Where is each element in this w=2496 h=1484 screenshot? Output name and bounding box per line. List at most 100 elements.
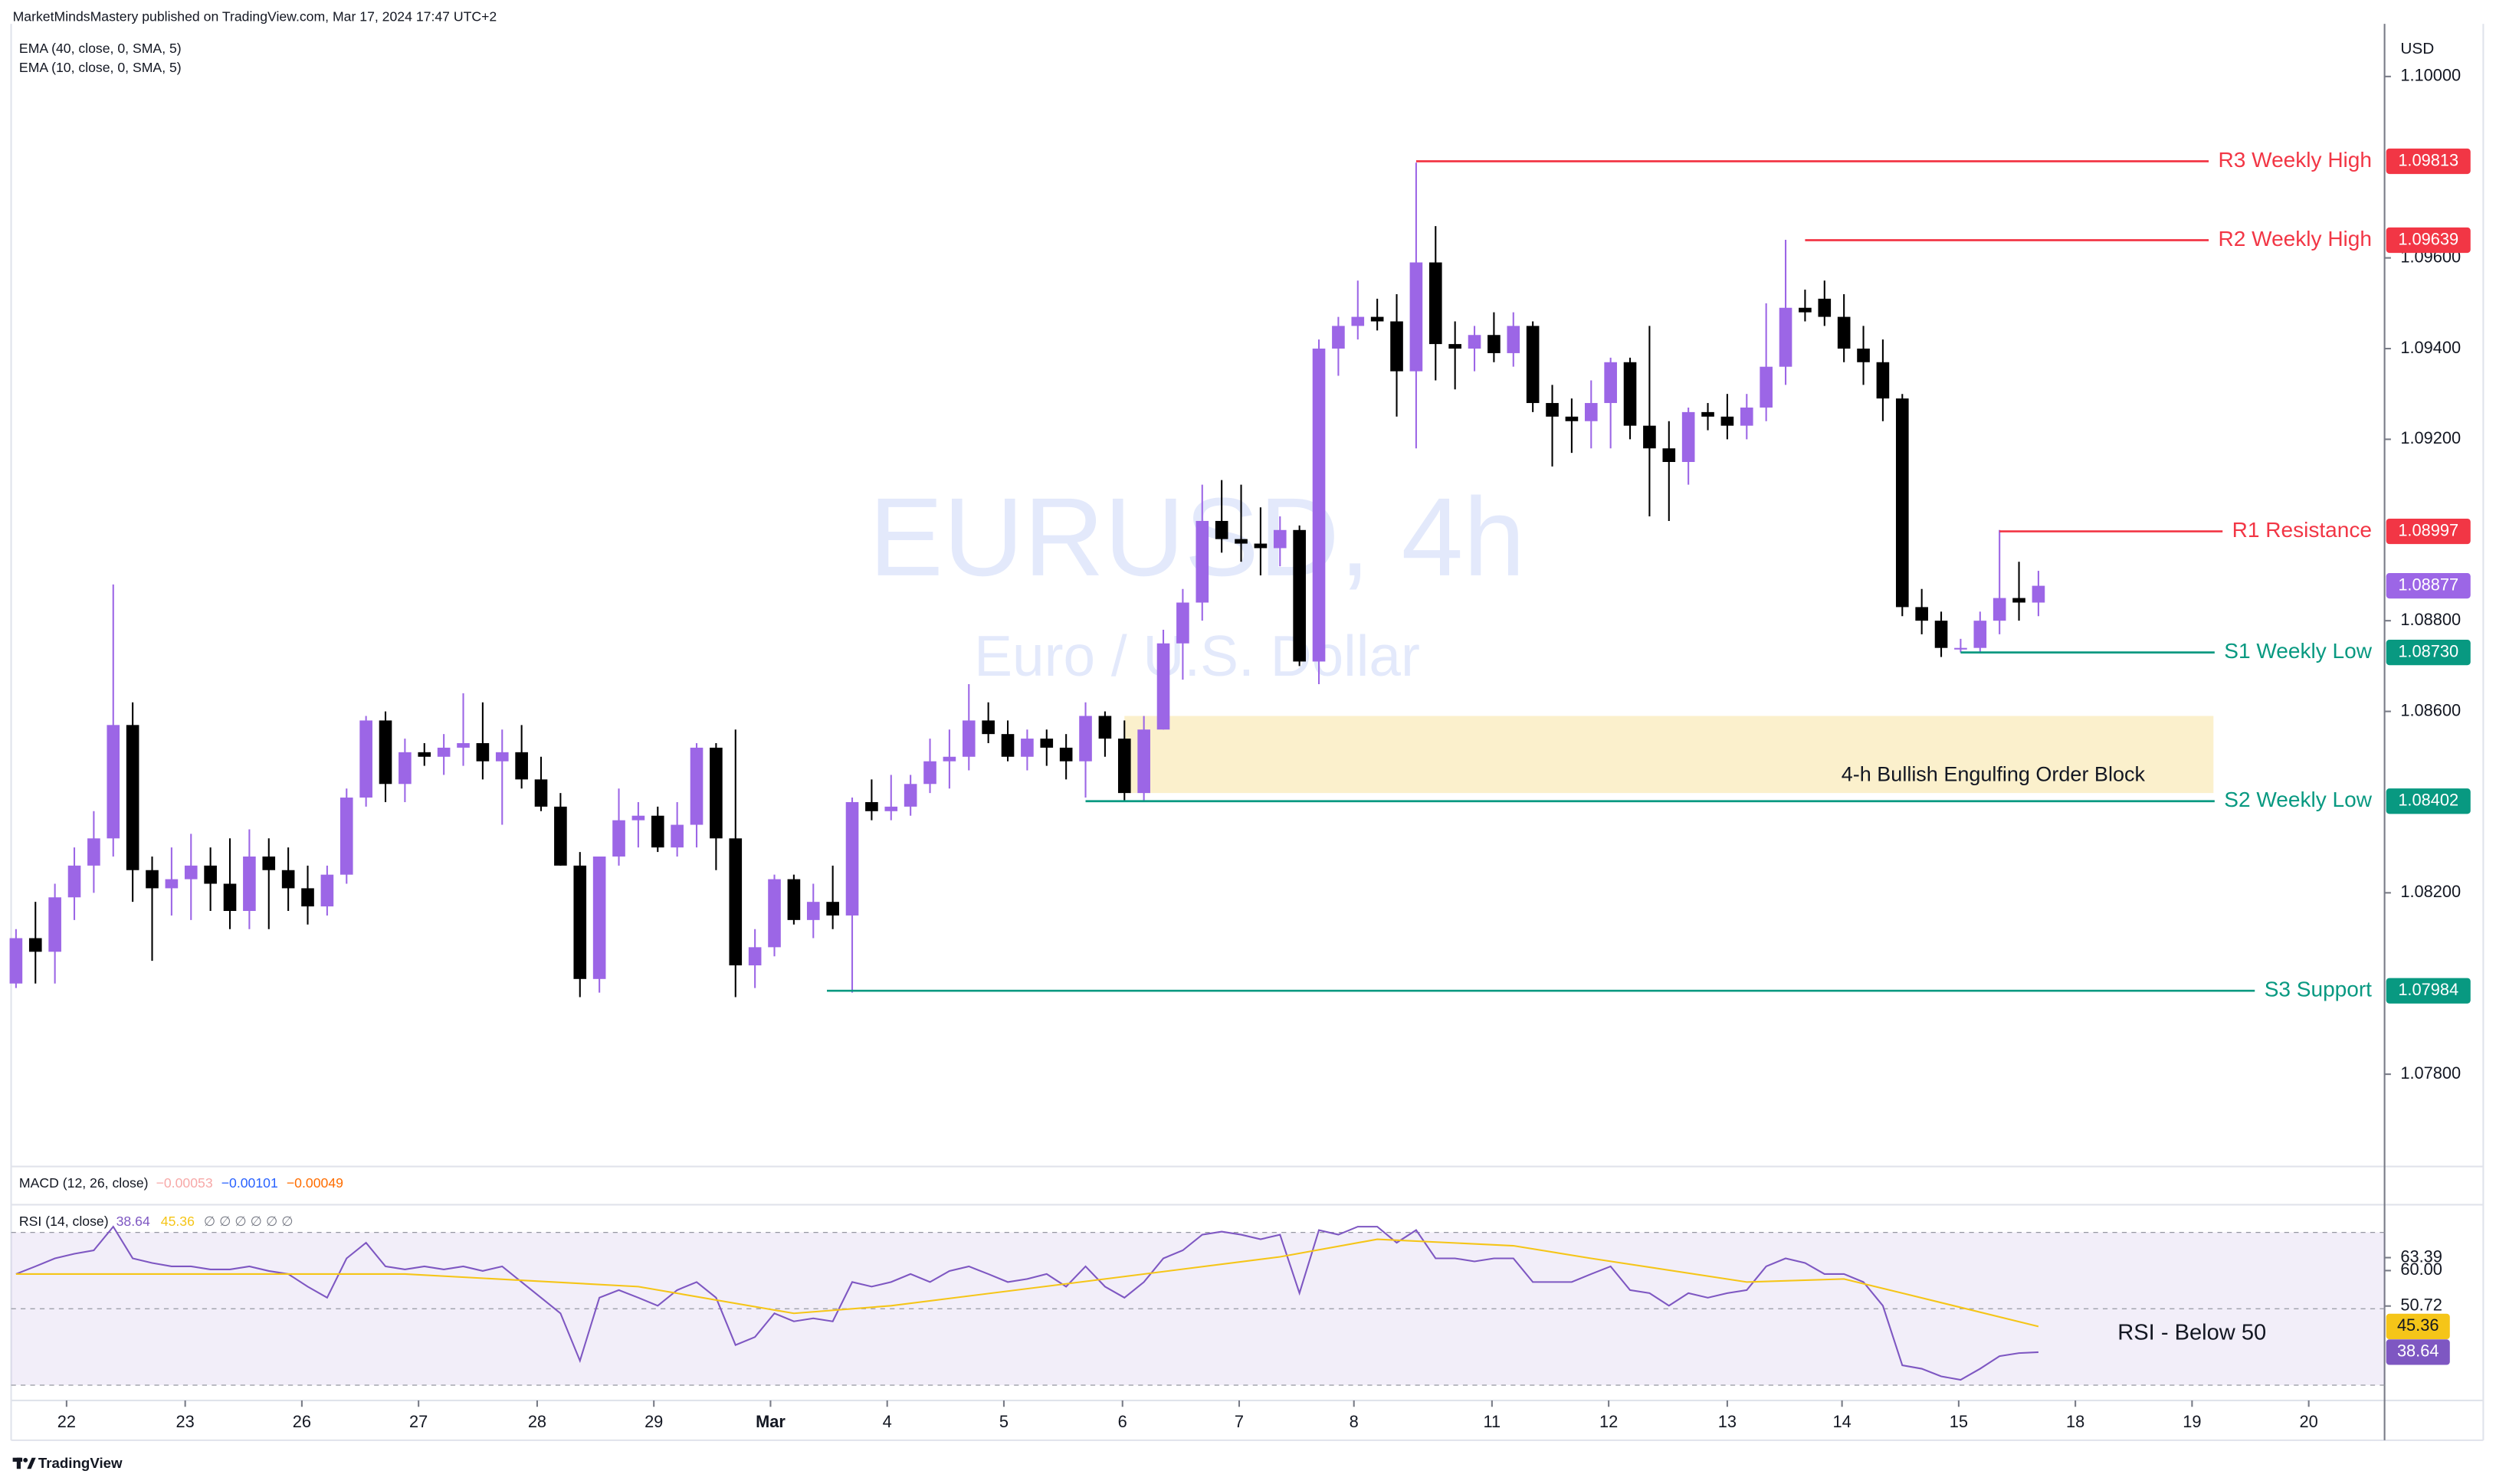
candle-body xyxy=(146,870,159,889)
candle-body xyxy=(320,874,334,907)
x-tick-label: 28 xyxy=(528,1412,546,1431)
candle-body xyxy=(748,947,762,966)
x-tick-label: 14 xyxy=(1833,1412,1852,1431)
level-label: S1 Weekly Low xyxy=(2224,639,2372,663)
level-price-label: 1.09813 xyxy=(2398,150,2458,169)
rsi-value-box xyxy=(2386,1313,2450,1340)
candle-body xyxy=(768,879,781,948)
candle-body xyxy=(1273,529,1287,549)
candle-body xyxy=(1351,316,1365,326)
candle-body xyxy=(671,824,684,848)
rsi-legend-value: 38.64 xyxy=(116,1214,150,1229)
candle-body xyxy=(651,815,664,848)
candle-body xyxy=(9,938,23,984)
x-tick-label: 29 xyxy=(644,1412,663,1431)
candle-body xyxy=(107,725,120,839)
level-price-label: 1.08730 xyxy=(2398,641,2458,660)
x-tick-label: Mar xyxy=(756,1412,786,1431)
candle-body xyxy=(1370,316,1384,322)
watermark-subtitle: Euro / U.S. Dollar xyxy=(974,624,1420,688)
level-price-label: 1.09639 xyxy=(2398,229,2458,248)
level-label: S3 Support xyxy=(2265,978,2372,1001)
candle-body xyxy=(1623,362,1637,426)
candle-body xyxy=(2032,585,2045,603)
candle-body xyxy=(1117,739,1131,794)
candle-body xyxy=(1876,362,1890,399)
candle-body xyxy=(1584,403,1598,421)
x-tick-label: 19 xyxy=(2183,1412,2201,1431)
candle-body xyxy=(1934,621,1948,648)
candle-body xyxy=(1565,416,1579,421)
candle-body xyxy=(1662,448,1676,462)
order-block-label: 4-h Bullish Engulfing Order Block xyxy=(1842,762,2146,785)
candle-body xyxy=(1312,349,1326,662)
candle-body xyxy=(437,747,451,757)
candle-body xyxy=(1332,326,1345,349)
candle-body xyxy=(1799,307,1812,313)
candle-body xyxy=(884,806,898,811)
x-tick-label: 22 xyxy=(57,1412,76,1431)
candle-body xyxy=(262,856,276,870)
level-price-label: 1.07984 xyxy=(2398,980,2458,999)
candle-body xyxy=(1643,425,1656,449)
x-tick-label: 4 xyxy=(883,1412,892,1431)
x-tick-label: 20 xyxy=(2300,1412,2318,1431)
order-block xyxy=(1124,716,2214,794)
rsi-legend-extra: ∅ ∅ ∅ ∅ ∅ ∅ xyxy=(204,1214,294,1229)
x-tick-label: 11 xyxy=(1484,1412,1501,1431)
candle-body xyxy=(1098,716,1112,739)
candle-body xyxy=(476,743,490,762)
rsi-legend-value: 45.36 xyxy=(161,1214,195,1229)
candle-body xyxy=(1059,747,1073,762)
candle-body xyxy=(1993,598,2006,621)
candle-body xyxy=(1254,543,1268,549)
candle-body xyxy=(1021,739,1034,757)
footer-brand: TradingView xyxy=(38,1455,123,1471)
candle-body xyxy=(1215,520,1228,539)
candle-body xyxy=(281,870,295,889)
candle-body xyxy=(1701,411,1714,417)
x-tick-label: 18 xyxy=(2066,1412,2084,1431)
indicator-label: EMA (40, close, 0, SMA, 5) xyxy=(19,41,182,56)
level-price-label: 1.08402 xyxy=(2398,791,2458,810)
candle-body xyxy=(418,752,431,757)
level-price-box xyxy=(2386,518,2471,545)
footer-logo xyxy=(12,1457,36,1469)
candle-body xyxy=(962,720,976,757)
candle-body xyxy=(1468,335,1481,349)
candle-body xyxy=(1001,734,1015,757)
candle-body xyxy=(1293,529,1306,662)
x-tick-label: 8 xyxy=(1350,1412,1359,1431)
candle-body xyxy=(1954,647,1967,650)
level-label: R3 Weekly High xyxy=(2219,148,2372,172)
level-price-label: 1.08997 xyxy=(2398,520,2458,539)
level-label: S2 Weekly Low xyxy=(2224,788,2372,811)
candle-body xyxy=(943,756,956,762)
candle-body xyxy=(515,752,528,780)
candle-body xyxy=(1487,335,1501,353)
rsi-value-label: 45.36 xyxy=(2397,1315,2439,1335)
y-tick-label: 1.08600 xyxy=(2400,700,2461,719)
candle-body xyxy=(923,761,936,785)
candle-body xyxy=(1604,362,1617,404)
candle-body xyxy=(904,784,917,807)
x-tick-label: 15 xyxy=(1950,1412,1968,1431)
x-tick-label: 6 xyxy=(1118,1412,1127,1431)
y-tick-label: 1.07800 xyxy=(2400,1063,2461,1083)
candle-body xyxy=(1526,326,1540,404)
y-tick-label: 1.08800 xyxy=(2400,610,2461,629)
candle-body xyxy=(165,879,179,889)
candle-body xyxy=(126,725,139,870)
candle-body xyxy=(2012,598,2025,603)
level-price-box xyxy=(2386,639,2471,666)
candle-body xyxy=(1857,349,1870,362)
x-tick-label: 7 xyxy=(1235,1412,1244,1431)
candle-body xyxy=(1779,307,1792,367)
level-label: R1 Resistance xyxy=(2232,518,2372,542)
macd-title: MACD (12, 26, close) xyxy=(19,1175,149,1191)
candle-body xyxy=(1235,539,1248,544)
candle-body xyxy=(1546,403,1559,417)
candle-body xyxy=(1196,520,1209,603)
last-price-box xyxy=(2386,572,2471,599)
